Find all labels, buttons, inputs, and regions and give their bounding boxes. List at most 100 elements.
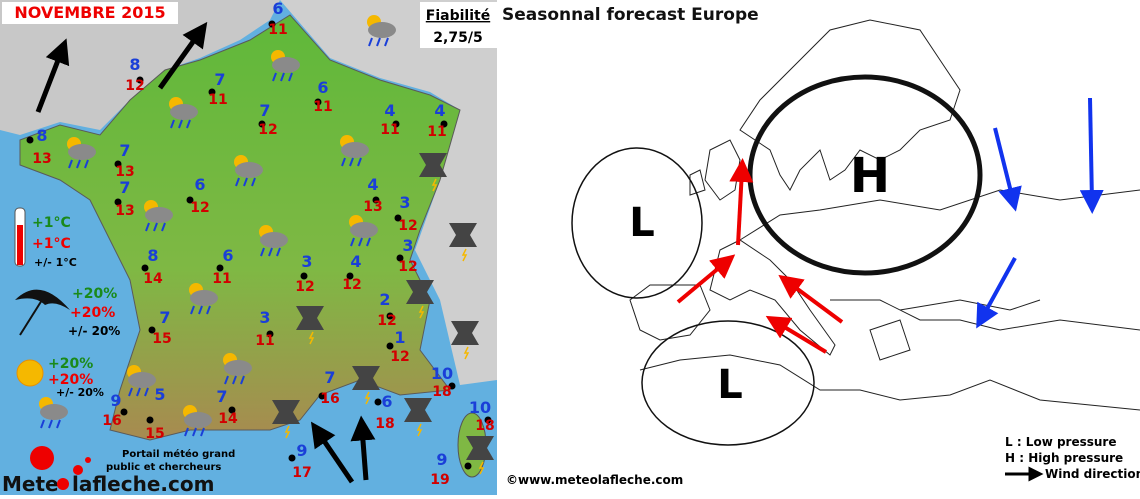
wind-arrow (350, 415, 376, 481)
city-dot (386, 312, 394, 320)
rain (40, 419, 61, 429)
title-box (2, 2, 178, 24)
min-temp: 7 (159, 308, 170, 327)
city-dot (208, 88, 216, 96)
city-dot (314, 98, 322, 106)
city-dot (114, 198, 122, 206)
city-dot (268, 20, 276, 28)
wind-arrow (765, 315, 828, 354)
storm-cloud (406, 280, 434, 304)
max-temp: 12 (342, 277, 361, 293)
rain (235, 177, 256, 187)
scandinavia (739, 19, 961, 191)
sun-icon (16, 359, 44, 387)
city-dot (266, 330, 274, 338)
umbrella (15, 289, 70, 310)
max-temp: 11 (313, 99, 332, 115)
min-temp: 8 (129, 55, 140, 74)
cloud (68, 144, 96, 160)
city-dot (114, 160, 122, 168)
tagline-2: public et chercheurs (106, 462, 221, 473)
neighbor-land (280, 0, 497, 385)
legend-sun-green: +20% (48, 356, 93, 372)
max-temp: 11 (212, 271, 231, 287)
max-temp: 16 (320, 391, 339, 407)
lightning (416, 423, 423, 437)
city-dot (392, 120, 400, 128)
min-temp: 6 (317, 78, 328, 97)
lightning (418, 305, 425, 319)
europe-title: Seasonnal forecast Europe (502, 5, 759, 25)
city-dot (186, 196, 194, 204)
legend-temp-green: +1°C (32, 215, 71, 231)
max-temp: 11 (380, 122, 399, 138)
neighbor-land (0, 0, 280, 135)
max-temp: 14 (143, 271, 163, 287)
cloud (260, 232, 288, 248)
city-dot (148, 326, 156, 334)
lightning (461, 248, 468, 262)
wind-arrow (993, 127, 1022, 212)
max-temp: 11 (427, 124, 446, 140)
iberia (629, 284, 711, 341)
cloud (235, 162, 263, 178)
min-temp: 9 (110, 391, 121, 410)
legend-rain-black: +/- 20% (68, 324, 120, 338)
min-temp: 7 (324, 368, 335, 387)
legend-temp-black: +/- 1°C (34, 256, 77, 269)
cloud (40, 404, 68, 420)
city-dot (141, 264, 149, 272)
max-temp: 11 (208, 92, 227, 108)
credit: ©www.meteolafleche.com (506, 473, 683, 487)
min-temp: 7 (259, 101, 270, 120)
legend-sun-red: +20% (48, 372, 93, 388)
cloud (368, 22, 396, 38)
rain (224, 375, 245, 385)
min-temp: 3 (259, 308, 270, 327)
min-temp: 3 (402, 236, 413, 255)
city-dot (484, 416, 492, 424)
min-temp: 4 (434, 101, 445, 120)
city-dot (288, 454, 296, 462)
max-temp: 14 (218, 411, 238, 427)
legend-rain-green: +20% (72, 286, 117, 302)
min-temp: 4 (367, 175, 378, 194)
max-temp: 16 (102, 413, 121, 429)
max-temp: 11 (255, 333, 274, 349)
wind-arrow (35, 38, 70, 113)
logo-dot (30, 446, 54, 470)
red-wind-arrows (676, 158, 844, 354)
min-temp: 3 (301, 252, 312, 271)
blue-wind-arrows (976, 97, 1104, 329)
key-wind: Wind direction (1045, 467, 1140, 481)
storm-cloud (419, 153, 447, 177)
max-temp: 12 (377, 313, 396, 329)
ireland (689, 169, 706, 196)
min-temp: 6 (272, 0, 283, 18)
min-temp: 9 (436, 450, 447, 469)
legend-sun-black: +/- 20% (56, 386, 104, 399)
wind-arrow (976, 257, 1017, 329)
city-dot (464, 462, 472, 470)
city-dot (396, 254, 404, 262)
wind-arrow (310, 421, 355, 484)
rain (341, 157, 362, 167)
min-temp: 10 (469, 398, 491, 417)
city-dot (300, 272, 308, 280)
center-label: H (850, 148, 890, 204)
storm-cloud (352, 366, 380, 390)
wind-arrow (157, 21, 208, 90)
min-temp: 9 (296, 441, 307, 460)
greece (869, 319, 911, 361)
low-pressure-zone (641, 320, 815, 446)
min-temp: 7 (119, 141, 130, 160)
city-dot (146, 416, 154, 424)
min-temp: 3 (399, 193, 410, 212)
city-dot (448, 382, 456, 390)
max-temp: 11 (268, 22, 287, 38)
min-temp: 7 (216, 387, 227, 406)
center-label: L (717, 362, 743, 408)
rain (128, 387, 149, 397)
city-dot (440, 120, 448, 128)
max-temp: 12 (390, 349, 409, 365)
